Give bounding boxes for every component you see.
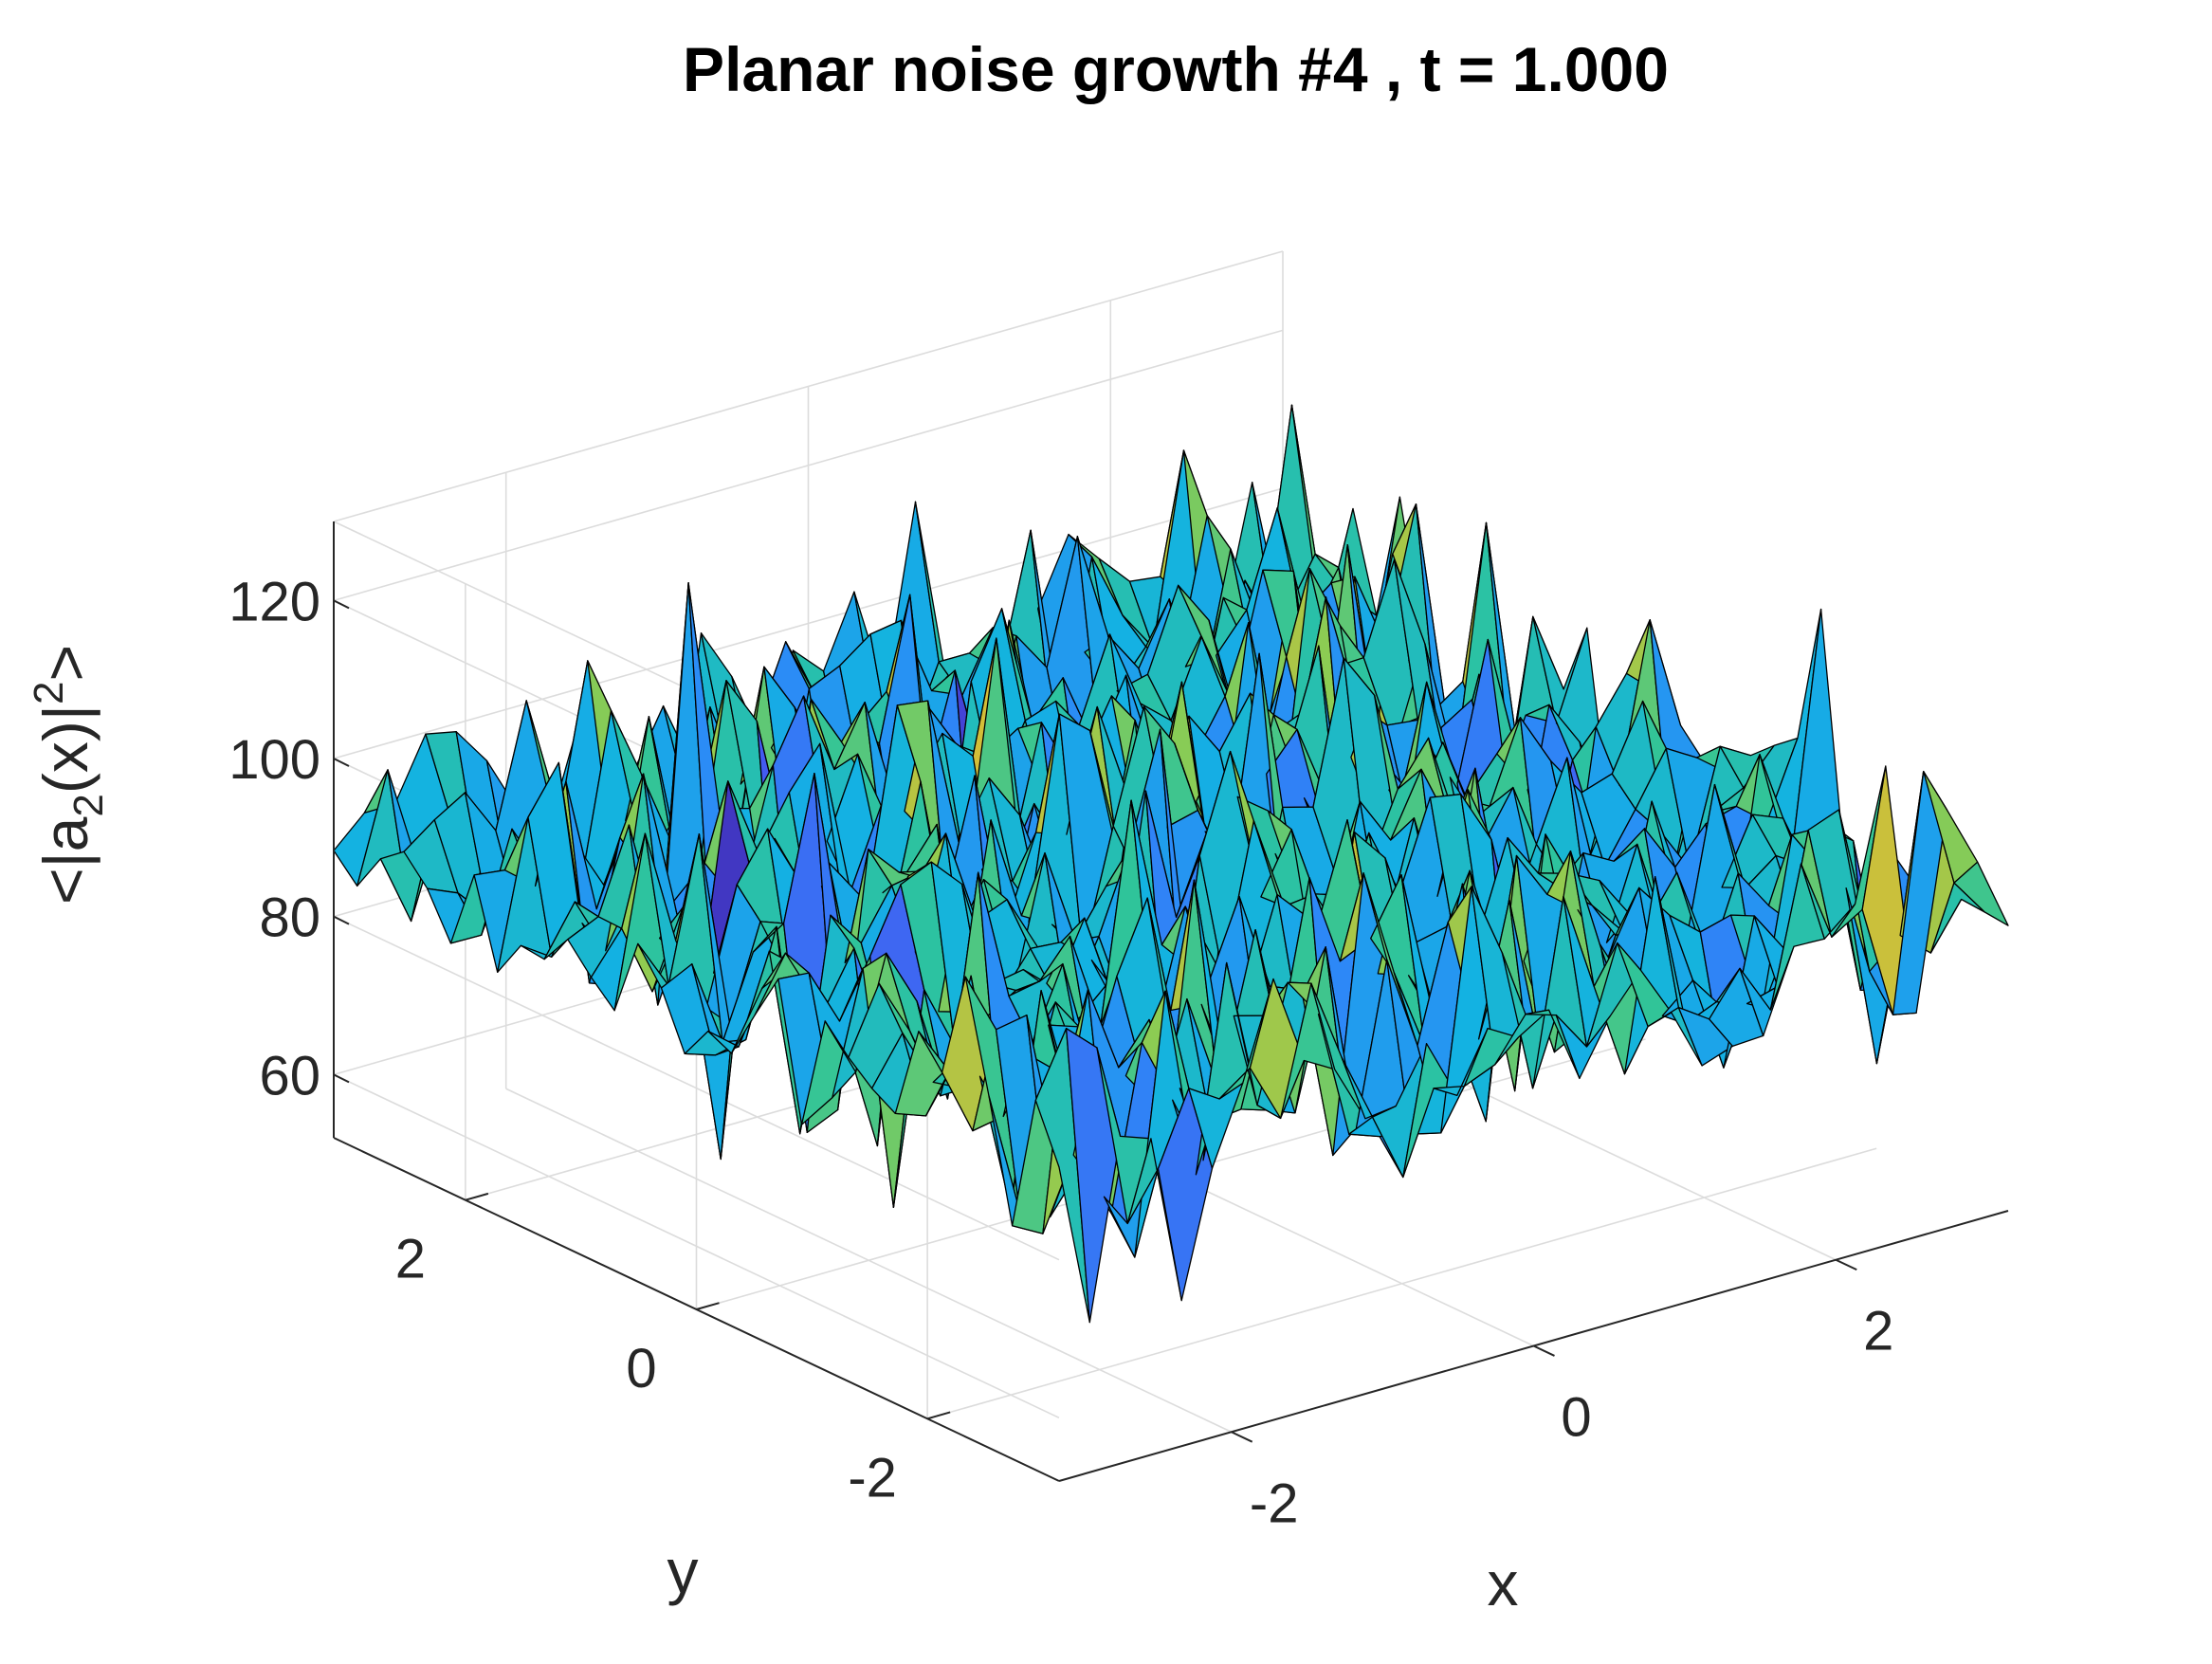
z-axis-label-prefix: <|a	[30, 816, 101, 905]
grid-line-sidewall-z	[333, 915, 1060, 1261]
z-tick-label: 100	[229, 729, 320, 791]
grid-line-backwall-z	[333, 329, 1284, 602]
svg-text:<|a2(x)|2>: <|a2(x)|2>	[26, 645, 112, 905]
z-axis-label: <|a2(x)|2>	[26, 645, 112, 905]
chart-title: Planar noise growth #4 , t = 1.000	[683, 34, 1669, 104]
grid-line-floor-y	[926, 1147, 1877, 1420]
y-tick-label: 0	[626, 1338, 656, 1399]
z-axis-tick	[333, 599, 350, 610]
x-axis-tick	[1231, 1431, 1253, 1443]
axis-ticks: -2 0 2 -2 0 2 60 80 100 120	[229, 571, 1893, 1534]
y-axis-tick	[926, 1411, 951, 1420]
surface-facet	[1953, 861, 2009, 926]
z-tick-label: 80	[259, 887, 320, 949]
y-tick-label: 2	[395, 1229, 426, 1290]
x-tick-label: 0	[1561, 1387, 1591, 1449]
z-axis-tick	[333, 915, 350, 925]
grid-line-backwall-z	[333, 487, 1284, 759]
z-axis-label-subscript: 2	[65, 794, 112, 816]
x-axis-label: x	[1488, 1548, 1519, 1618]
z-axis-tick	[333, 758, 350, 767]
z-axis-label-middle: (x)|	[30, 704, 101, 794]
grid-line-sidewall-z	[333, 1073, 1060, 1419]
box-edge-back-top	[333, 250, 1284, 522]
x-axis-tick	[1533, 1344, 1555, 1357]
z-tick-label: 120	[229, 571, 320, 632]
y-axis-label: y	[667, 1536, 699, 1606]
z-axis-tick	[333, 1073, 350, 1084]
x-axis-tick	[1835, 1258, 1857, 1271]
x-tick-label: -2	[1250, 1472, 1299, 1534]
z-axis-label-superscript: 2	[26, 682, 72, 704]
y-axis-tick	[696, 1302, 720, 1310]
x-tick-label: 2	[1863, 1301, 1893, 1362]
surface-mesh	[333, 404, 2009, 1324]
z-tick-label: 60	[259, 1045, 320, 1106]
z-axis-label-suffix: >	[30, 645, 101, 682]
y-tick-label: -2	[848, 1447, 897, 1509]
y-axis-tick	[465, 1192, 489, 1201]
